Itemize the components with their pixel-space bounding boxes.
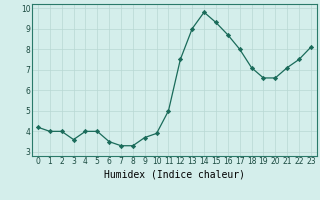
- X-axis label: Humidex (Indice chaleur): Humidex (Indice chaleur): [104, 169, 245, 179]
